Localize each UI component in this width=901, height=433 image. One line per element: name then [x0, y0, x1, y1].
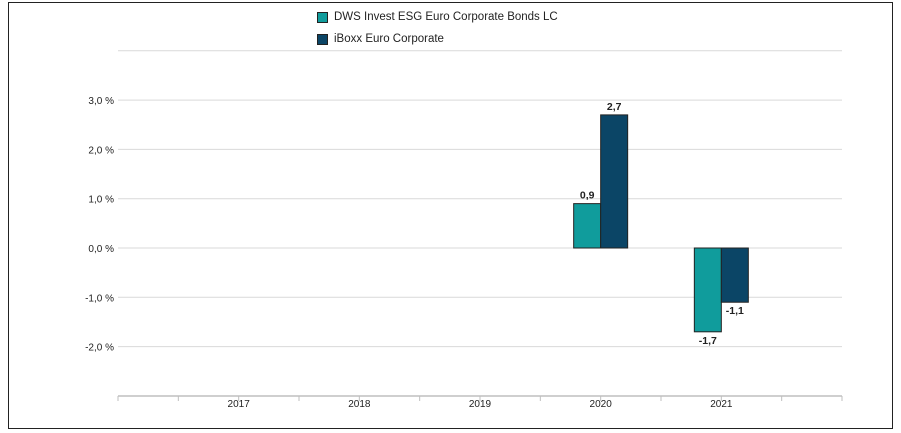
x-tick-label: 2020 [590, 399, 613, 410]
data-label: 0,9 [580, 190, 595, 202]
legend-swatch-benchmark [317, 33, 328, 45]
data-label: -1,1 [726, 305, 744, 317]
bar [693, 247, 722, 333]
legend-label-fund: DWS Invest ESG Euro Corporate Bonds LC [334, 11, 558, 23]
x-tick-label: 2021 [710, 399, 733, 410]
x-tick-label: 2018 [348, 399, 371, 410]
y-tick-label: 2,0 % [88, 145, 114, 156]
data-label: -1,7 [699, 335, 717, 347]
chart-frame [8, 2, 893, 429]
data-label: 2,7 [607, 101, 622, 113]
legend-label-benchmark: iBoxx Euro Corporate [334, 33, 444, 45]
bar [600, 114, 629, 249]
bar [720, 247, 749, 303]
x-tick-label: 2017 [228, 399, 251, 410]
legend-swatch-fund [317, 11, 328, 23]
y-tick-label: -1,0 % [85, 293, 114, 304]
y-tick-label: 1,0 % [88, 195, 114, 206]
y-tick-label: 3,0 % [88, 96, 114, 107]
y-tick-label: -2,0 % [85, 343, 114, 354]
x-tick-label: 2019 [469, 399, 492, 410]
bar [573, 203, 602, 249]
y-tick-label: 0,0 % [88, 244, 114, 255]
chart-legend: DWS Invest ESG Euro Corporate Bonds LC i… [317, 6, 558, 50]
legend-item-benchmark: iBoxx Euro Corporate [317, 28, 558, 50]
legend-item-fund: DWS Invest ESG Euro Corporate Bonds LC [317, 6, 558, 28]
